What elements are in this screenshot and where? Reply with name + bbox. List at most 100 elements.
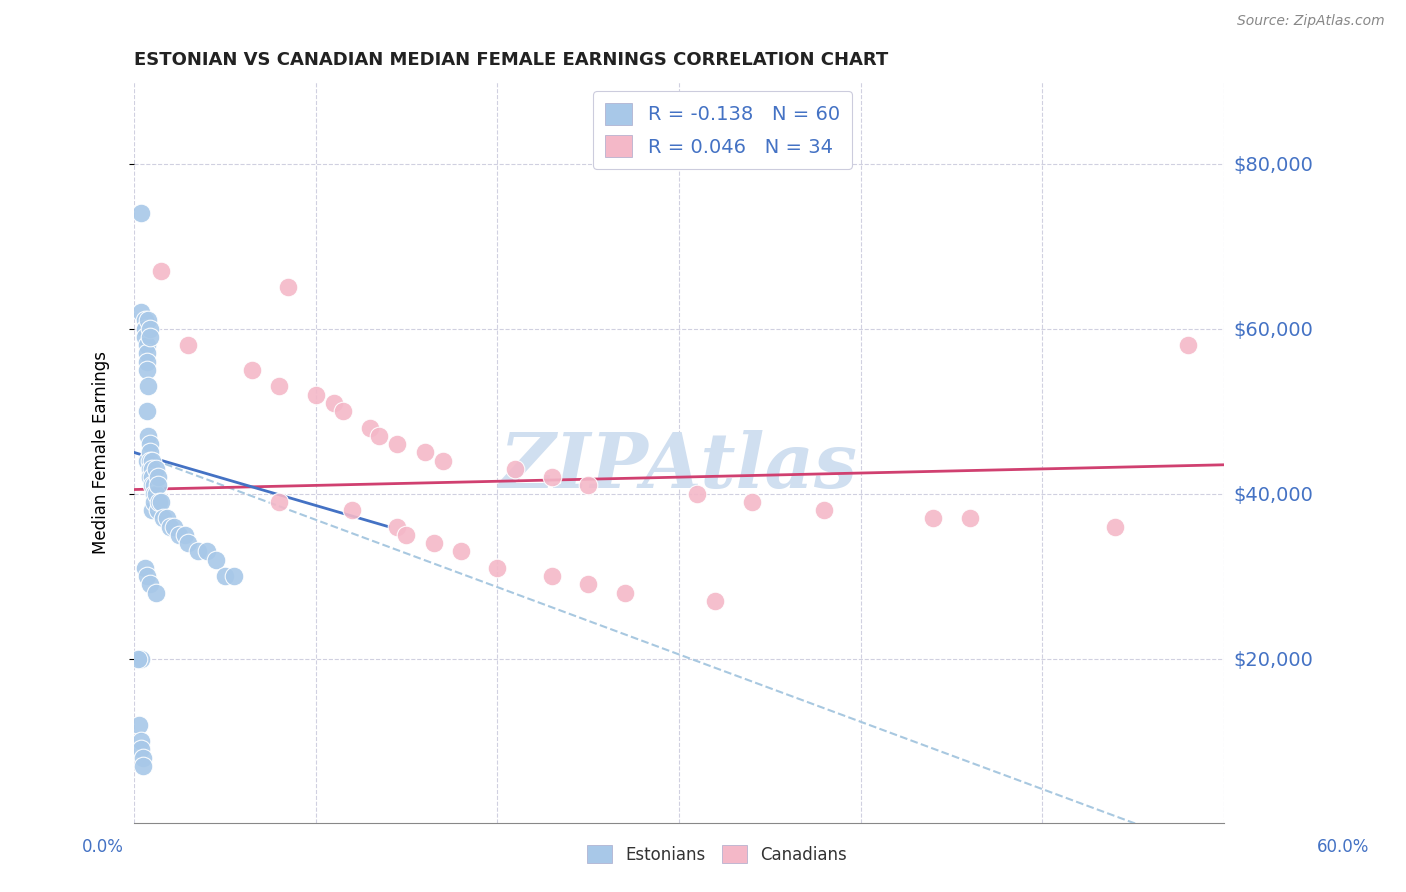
Point: [163, 519, 186, 533]
Y-axis label: Median Female Earnings: Median Female Earnings: [93, 351, 110, 554]
Point: [135, 569, 157, 583]
Point: [142, 486, 165, 500]
Point: [129, 305, 152, 319]
Text: 60.0%: 60.0%: [1316, 838, 1369, 855]
Point: [359, 420, 381, 434]
Point: [169, 528, 191, 542]
Point: [135, 355, 157, 369]
Point: [1177, 338, 1199, 352]
Point: [148, 495, 170, 509]
Point: [159, 519, 181, 533]
Point: [138, 429, 160, 443]
Point: [540, 569, 562, 583]
Point: [1104, 519, 1126, 533]
Point: [145, 585, 167, 599]
Point: [613, 585, 636, 599]
Point: [134, 330, 156, 344]
Point: [576, 478, 599, 492]
Point: [141, 462, 163, 476]
Point: [134, 322, 156, 336]
Point: [134, 313, 156, 327]
Point: [142, 478, 165, 492]
Point: [813, 503, 835, 517]
Point: [129, 742, 152, 756]
Point: [139, 437, 162, 451]
Point: [395, 528, 418, 542]
Point: [505, 462, 527, 476]
Point: [156, 511, 179, 525]
Point: [139, 470, 162, 484]
Point: [135, 338, 157, 352]
Point: [322, 396, 344, 410]
Point: [387, 437, 409, 451]
Point: [540, 470, 562, 484]
Point: [150, 264, 173, 278]
Point: [127, 651, 149, 665]
Text: ZIPAtlas: ZIPAtlas: [501, 430, 858, 504]
Point: [422, 536, 444, 550]
Point: [387, 519, 409, 533]
Point: [142, 495, 165, 509]
Point: [134, 561, 156, 575]
Point: [141, 478, 163, 492]
Point: [141, 453, 163, 467]
Point: [340, 503, 363, 517]
Legend: Estonians, Canadians: Estonians, Canadians: [581, 838, 853, 871]
Point: [129, 734, 152, 748]
Point: [139, 462, 162, 476]
Point: [150, 495, 173, 509]
Point: [135, 346, 157, 360]
Text: Source: ZipAtlas.com: Source: ZipAtlas.com: [1237, 14, 1385, 28]
Text: 0.0%: 0.0%: [82, 838, 124, 855]
Point: [177, 536, 200, 550]
Point: [269, 379, 291, 393]
Point: [269, 495, 291, 509]
Point: [240, 363, 263, 377]
Point: [135, 453, 157, 467]
Point: [450, 544, 472, 558]
Point: [146, 503, 169, 517]
Point: [304, 387, 326, 401]
Point: [141, 503, 163, 517]
Point: [145, 486, 167, 500]
Point: [129, 206, 152, 220]
Point: [139, 453, 162, 467]
Point: [576, 577, 599, 591]
Point: [146, 470, 169, 484]
Point: [486, 561, 509, 575]
Point: [195, 544, 218, 558]
Point: [128, 717, 150, 731]
Point: [146, 478, 169, 492]
Point: [139, 577, 162, 591]
Point: [177, 338, 200, 352]
Point: [138, 379, 160, 393]
Point: [741, 495, 763, 509]
Point: [138, 313, 160, 327]
Point: [959, 511, 981, 525]
Point: [204, 552, 226, 566]
Point: [332, 404, 354, 418]
Point: [277, 280, 299, 294]
Point: [129, 651, 152, 665]
Point: [432, 453, 454, 467]
Point: [686, 486, 709, 500]
Text: ESTONIAN VS CANADIAN MEDIAN FEMALE EARNINGS CORRELATION CHART: ESTONIAN VS CANADIAN MEDIAN FEMALE EARNI…: [134, 51, 889, 69]
Point: [152, 511, 174, 525]
Legend: R = -0.138   N = 60, R = 0.046   N = 34: R = -0.138 N = 60, R = 0.046 N = 34: [593, 91, 852, 169]
Point: [413, 445, 436, 459]
Point: [173, 528, 195, 542]
Point: [704, 594, 727, 608]
Point: [134, 322, 156, 336]
Point: [214, 569, 236, 583]
Point: [135, 404, 157, 418]
Point: [139, 322, 162, 336]
Point: [222, 569, 245, 583]
Point: [141, 470, 163, 484]
Point: [132, 750, 155, 764]
Point: [145, 462, 167, 476]
Point: [139, 445, 162, 459]
Point: [186, 544, 208, 558]
Point: [132, 758, 155, 772]
Point: [922, 511, 945, 525]
Point: [368, 429, 391, 443]
